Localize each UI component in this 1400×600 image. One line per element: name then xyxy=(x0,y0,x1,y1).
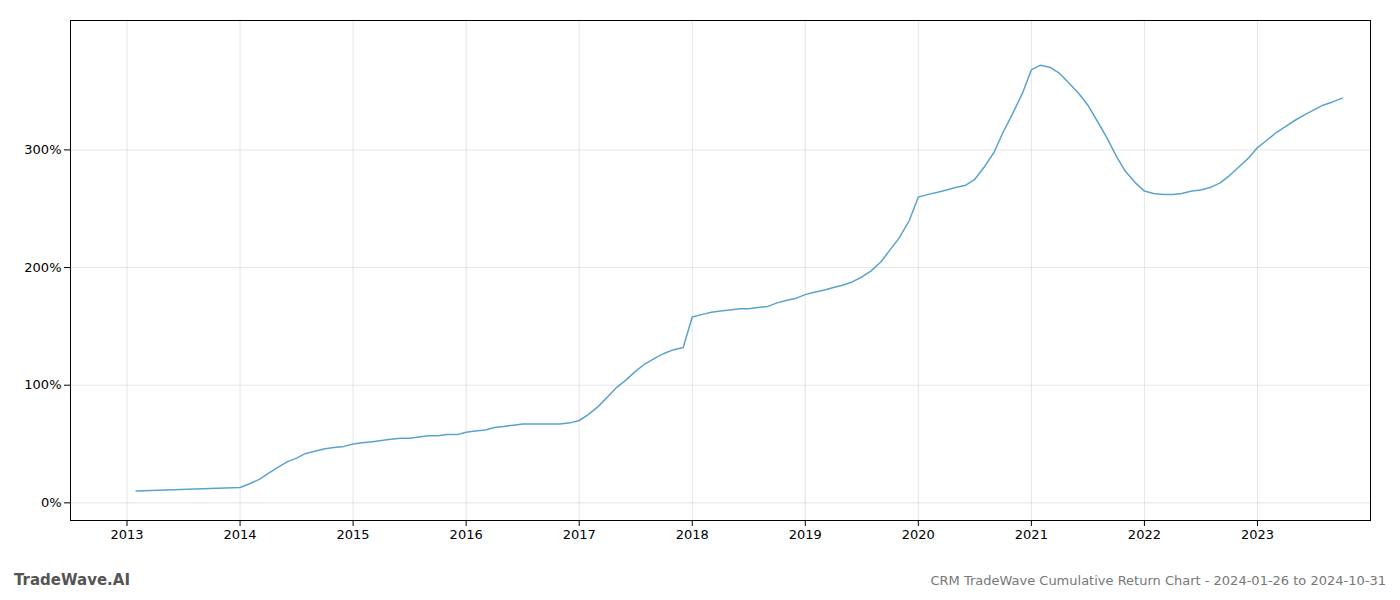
svg-text:100%: 100% xyxy=(24,377,61,392)
svg-text:2021: 2021 xyxy=(1015,527,1048,542)
svg-text:2023: 2023 xyxy=(1241,527,1274,542)
svg-text:2016: 2016 xyxy=(450,527,483,542)
svg-text:2013: 2013 xyxy=(110,527,143,542)
svg-text:200%: 200% xyxy=(24,260,61,275)
svg-text:2015: 2015 xyxy=(337,527,370,542)
svg-text:2020: 2020 xyxy=(902,527,935,542)
svg-text:2019: 2019 xyxy=(789,527,822,542)
html-text:TradeWave.AI: TradeWave.AI xyxy=(14,571,130,589)
svg-text:2022: 2022 xyxy=(1128,527,1161,542)
svg-text:2018: 2018 xyxy=(676,527,709,542)
svg-text:300%: 300% xyxy=(24,142,61,157)
svg-text:2014: 2014 xyxy=(224,527,257,542)
html-text:CRM TradeWave Cumulative Retur: CRM TradeWave Cumulative Return Chart - … xyxy=(930,572,1386,588)
svg-text:0%: 0% xyxy=(41,495,62,510)
svg-text:2017: 2017 xyxy=(563,527,596,542)
